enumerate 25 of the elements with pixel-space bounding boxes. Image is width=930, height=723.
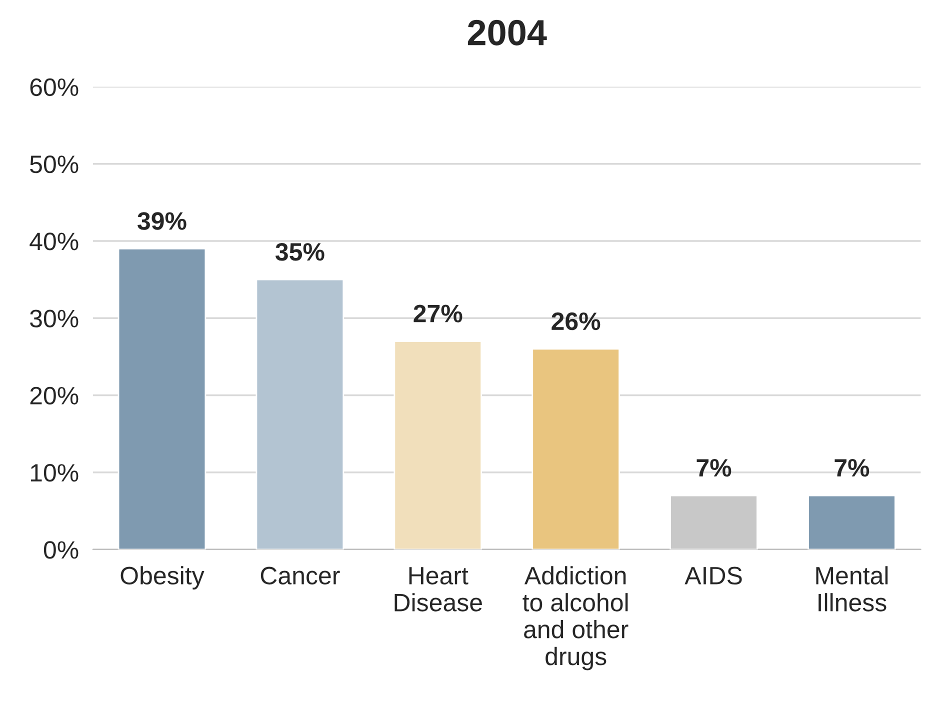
data-label: 7%: [696, 459, 732, 477]
chart-title: 2004: [468, 20, 547, 46]
y-tick-label: 40%: [30, 232, 78, 250]
data-label: 7%: [834, 459, 870, 477]
y-tick-label: 10%: [30, 464, 78, 482]
x-tick-label: Addiction to alcohol and other drugs: [522, 566, 628, 670]
y-tick-label: 50%: [30, 155, 78, 174]
data-label: 27%: [414, 304, 462, 322]
x-tick-label: Mental Illness: [816, 566, 888, 612]
data-label: 26%: [552, 312, 600, 330]
bar: [532, 348, 620, 550]
y-tick-label: 20%: [30, 386, 78, 405]
y-tick-label: 30%: [30, 310, 78, 328]
x-tick-label: AIDS: [684, 566, 742, 585]
bar: [808, 494, 896, 550]
x-tick-label: Heart Disease: [394, 567, 482, 612]
x-tick-label: Obesity: [120, 566, 204, 590]
data-label: 35%: [275, 243, 324, 261]
y-tick-label: 0%: [44, 541, 78, 559]
x-tick-label: Cancer: [260, 566, 340, 585]
data-label: 39%: [138, 212, 186, 230]
bar: [118, 248, 206, 550]
bar: [394, 340, 482, 550]
bar: [256, 278, 344, 550]
y-tick-label: 60%: [30, 78, 78, 96]
